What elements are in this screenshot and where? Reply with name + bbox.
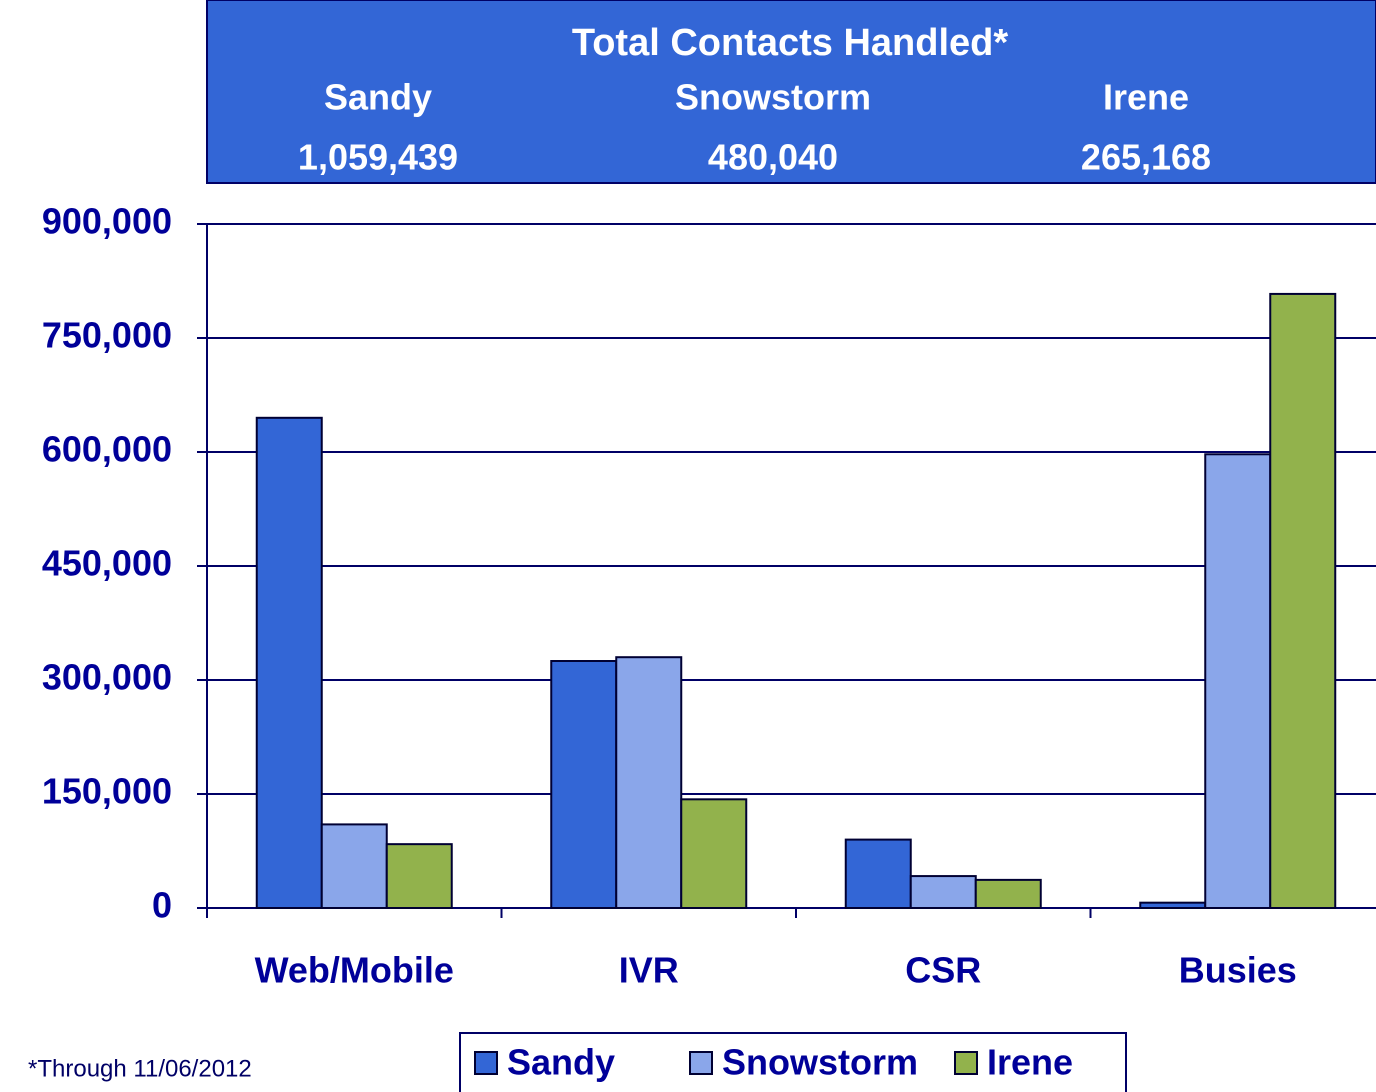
bar bbox=[1204, 453, 1272, 909]
y-tick-label: 600,000 bbox=[42, 429, 172, 470]
x-tick-label: IVR bbox=[619, 950, 679, 991]
y-tick-label: 0 bbox=[152, 885, 172, 926]
header-column: Sandy bbox=[324, 77, 432, 118]
x-tick-label: CSR bbox=[905, 950, 981, 991]
header-title: Total Contacts Handled* bbox=[572, 22, 1009, 64]
footnote: *Through 11/06/2012 bbox=[28, 1055, 252, 1082]
bar bbox=[680, 798, 748, 910]
legend-label: Snowstorm bbox=[722, 1042, 918, 1083]
header-total: 480,040 bbox=[708, 137, 838, 178]
bar bbox=[385, 843, 453, 909]
bar bbox=[1269, 292, 1337, 910]
header-total: 265,168 bbox=[1081, 137, 1211, 178]
x-tick-label: Busies bbox=[1179, 950, 1297, 991]
bar bbox=[1139, 901, 1207, 909]
y-tick-label: 450,000 bbox=[42, 543, 172, 584]
x-tick-label: Web/Mobile bbox=[255, 950, 454, 991]
legend-swatch bbox=[954, 1051, 978, 1075]
bar bbox=[320, 823, 388, 910]
bar bbox=[909, 875, 977, 910]
legend-box bbox=[459, 1032, 1127, 1092]
bar bbox=[974, 878, 1042, 910]
y-tick-label: 900,000 bbox=[42, 201, 172, 242]
y-tick-label: 750,000 bbox=[42, 315, 172, 356]
bar bbox=[550, 660, 618, 909]
legend-swatch bbox=[689, 1051, 713, 1075]
bar bbox=[615, 656, 683, 910]
y-tick-label: 300,000 bbox=[42, 657, 172, 698]
bar bbox=[844, 838, 912, 909]
legend-label: Sandy bbox=[507, 1042, 615, 1083]
header-column: Snowstorm bbox=[675, 77, 871, 118]
y-tick-label: 150,000 bbox=[42, 771, 172, 812]
header-total: 1,059,439 bbox=[298, 137, 458, 178]
bar bbox=[255, 416, 323, 909]
legend-swatch bbox=[474, 1051, 498, 1075]
header-column: Irene bbox=[1103, 77, 1189, 118]
legend-label: Irene bbox=[987, 1042, 1073, 1083]
header-box bbox=[206, 0, 1376, 184]
